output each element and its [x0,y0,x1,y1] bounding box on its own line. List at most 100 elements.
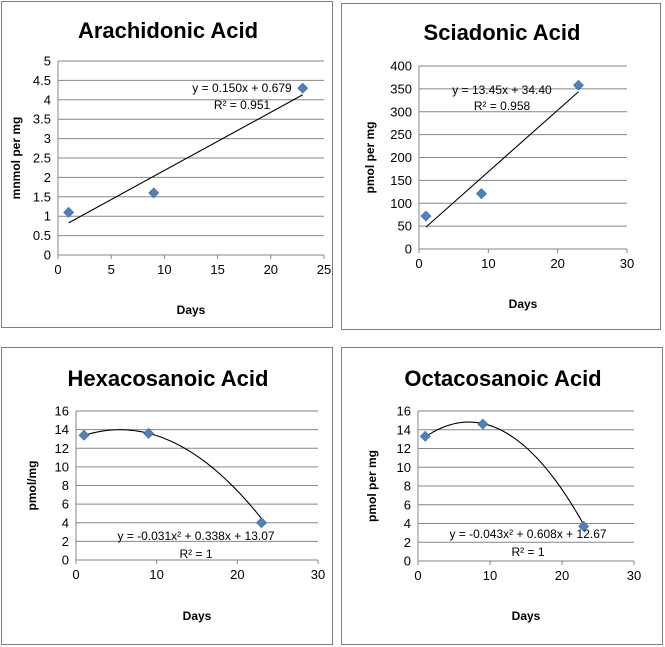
x-axis-label: Days [177,303,206,317]
y-tick-label: 0.5 [33,228,51,243]
chart-title: Arachidonic Acid [78,18,258,43]
data-point [148,187,160,199]
data-point [78,429,90,441]
trendline [83,429,262,519]
chart-sciadonic: Sciadonic Acid 0 50 100 150 200 250 300 350 400 0 1… [363,20,634,311]
trendline [68,94,303,224]
y-tick-label: 2.5 [33,151,51,166]
trendline-equation: y = 13.45x + 34.40 [452,83,552,97]
y-tick-label: 16 [397,404,411,419]
trendline-equation: y = 0.150x + 0.679 [192,81,292,95]
trendline [424,421,585,525]
data-point [143,427,155,439]
y-tick-label: 14 [55,422,69,437]
chart-arachidonic: Arachidonic Acid 0 0.5 1 1.5 2 2.5 3 3.5 4 4.5 5 0 5 1… [9,18,331,317]
x-axis-label: Days [512,609,541,623]
chart-panel-arachidonic: Arachidonic Acid 0 0.5 1 1.5 2 2.5 3 3.5 4 4.5 5 0 5 1… [1,1,333,328]
y-tick-label: 8 [62,478,69,493]
data-point [578,520,590,532]
data-point [419,430,431,442]
x-tick-label: 0 [54,262,61,277]
x-tick-label: 20 [264,262,278,277]
y-tick-label: 2 [404,535,411,550]
y-tick-label: 5 [44,54,51,69]
y-tick-label: 0 [404,554,411,569]
y-tick-label: 350 [390,81,412,96]
y-tick-label: 150 [390,173,412,188]
x-tick-label: 30 [627,568,641,583]
chart-title: Hexacosanoic Acid [68,366,269,391]
y-tick-label: 4 [62,515,69,530]
y-tick-label: 0 [62,553,69,568]
data-point [475,188,487,200]
x-tick-label: 5 [108,262,115,277]
y-tick-label: 8 [404,479,411,494]
data-point [256,517,267,529]
y-tick-label: 3.5 [33,112,51,127]
y-tick-label: 0 [405,242,412,257]
r-squared-label: R² = 1 [179,547,212,561]
y-tick-label: 3 [44,131,51,146]
y-tick-label: 2 [44,170,51,185]
x-tick-label: 0 [72,567,79,582]
x-tick-label: 30 [620,256,634,271]
y-axis-label: mnmol per mg [9,117,23,200]
x-tick-label: 10 [157,262,171,277]
x-tick-label: 10 [481,256,495,271]
y-tick-label: 14 [397,422,411,437]
y-tick-label: 4 [44,92,51,107]
x-tick-label: 25 [317,262,331,277]
y-tick-label: 6 [62,497,69,512]
data-point [573,79,584,91]
r-squared-label: R² = 1 [511,545,544,559]
trendline-equation: y = -0.043x² + 0.608x + 12.67 [449,527,606,541]
x-axis-label: Days [509,297,538,311]
data-point [420,210,432,222]
x-tick-label: 30 [311,567,325,582]
x-tick-label: 20 [555,568,569,583]
y-tick-label: 300 [390,104,412,119]
x-tick-label: 20 [550,256,564,271]
chart-octacosanoic: Octacosanoic Acid 0 2 4 6 8 10 12 14 16 0 10 20 30 y =… [365,366,641,623]
r-squared-label: R² = 0.951 [214,98,271,112]
y-tick-label: 1.5 [33,189,51,204]
y-tick-label: 10 [397,460,411,475]
x-axis-label: Days [183,609,212,623]
y-tick-label: 12 [397,441,411,456]
y-tick-label: 200 [390,150,412,165]
y-tick-label: 0 [44,248,51,263]
y-tick-label: 12 [55,441,69,456]
chart-panel-octacosanoic: Octacosanoic Acid 0 2 4 6 8 10 12 14 16 0 10 20 30 y =… [341,347,663,645]
r-squared-label: R² = 0.958 [474,99,531,113]
y-tick-label: 4 [404,516,411,531]
x-tick-label: 0 [415,256,422,271]
data-point [63,206,75,218]
y-tick-label: 4.5 [33,73,51,88]
chart-title: Sciadonic Acid [424,20,581,45]
y-tick-label: 250 [390,127,412,142]
data-point [477,418,489,430]
y-tick-label: 10 [55,459,69,474]
x-tick-label: 10 [483,568,497,583]
data-point [297,82,309,94]
chart-title: Octacosanoic Acid [404,366,601,391]
y-axis-label: pmol per mg [363,121,377,193]
y-tick-label: 1 [44,209,51,224]
x-tick-label: 10 [149,567,163,582]
x-tick-label: 0 [414,568,421,583]
x-tick-label: 20 [230,567,244,582]
chart-panel-sciadonic: Sciadonic Acid 0 50 100 150 200 250 300 350 400 0 1… [341,3,661,330]
y-tick-label: 2 [62,534,69,549]
y-tick-label: 16 [55,404,69,419]
y-axis-label: pmol/mg [25,461,39,511]
y-tick-label: 50 [398,219,412,234]
y-tick-label: 400 [390,59,412,74]
trendline-equation: y = -0.031x² + 0.338x + 13.07 [117,529,274,543]
y-axis-label: pmol per mg [365,450,379,522]
y-tick-label: 6 [404,497,411,512]
x-tick-label: 15 [210,262,224,277]
chart-panel-hexacosanoic: Hexacosanoic Acid 0 2 4 6 8 10 12 14 16 0 10 20 30 y =… [1,347,333,645]
chart-hexacosanoic: Hexacosanoic Acid 0 2 4 6 8 10 12 14 16 0 10 20 30 y =… [25,366,325,623]
y-tick-label: 100 [390,196,412,211]
trendline [425,91,579,228]
